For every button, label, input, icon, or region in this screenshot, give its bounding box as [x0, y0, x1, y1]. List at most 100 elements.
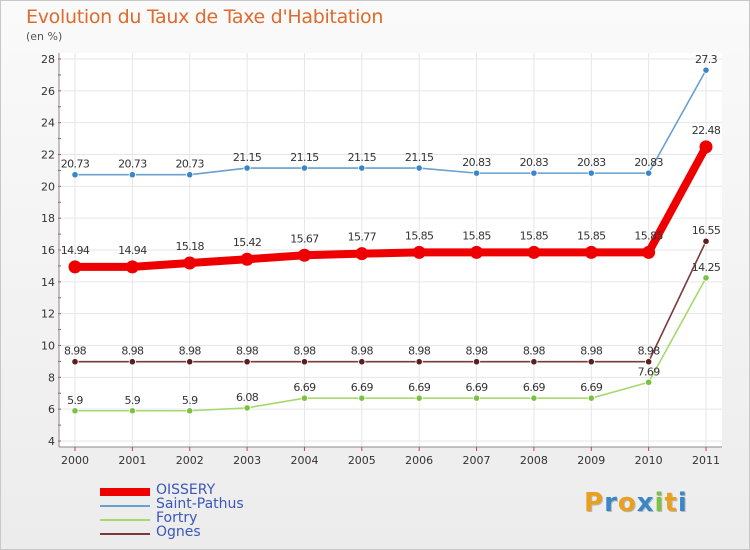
data-label-saint-pathus: 21.15 — [233, 151, 262, 164]
data-label-oissery: 15.85 — [520, 229, 549, 242]
data-point-oissery — [470, 245, 484, 259]
data-label-ognes: 8.98 — [523, 345, 546, 358]
data-point-saint-pathus — [300, 164, 309, 172]
y-tick-label: 6 — [48, 403, 55, 416]
logo-letter: i — [677, 488, 688, 518]
data-point-oissery — [240, 252, 254, 266]
x-tick-label: 2005 — [348, 454, 376, 467]
data-label-oissery: 22.48 — [692, 124, 721, 137]
data-point-fortry — [300, 394, 309, 402]
data-label-saint-pathus: 27.3 — [695, 53, 718, 66]
y-tick-label: 28 — [41, 53, 55, 66]
y-tick-label: 24 — [41, 117, 55, 130]
data-label-saint-pathus: 20.73 — [61, 158, 90, 171]
data-label-oissery: 15.85 — [634, 229, 663, 242]
data-label-ognes: 8.98 — [293, 345, 316, 358]
data-point-ognes — [186, 358, 194, 366]
legend-label: Ognes — [156, 524, 201, 540]
x-tick-label: 2007 — [463, 454, 491, 467]
data-label-oissery: 14.94 — [118, 244, 147, 257]
data-point-fortry — [587, 394, 595, 402]
data-label-fortry: 6.69 — [293, 381, 316, 394]
y-tick-label: 16 — [41, 244, 55, 257]
data-point-oissery — [355, 247, 369, 261]
data-point-fortry — [472, 394, 481, 402]
y-tick-label: 10 — [41, 340, 55, 353]
data-point-ognes — [358, 358, 366, 366]
data-point-oissery — [297, 248, 311, 262]
data-label-saint-pathus: 20.83 — [462, 156, 491, 169]
data-point-fortry — [530, 394, 538, 402]
data-point-oissery — [412, 245, 426, 259]
data-label-fortry: 6.08 — [236, 391, 259, 404]
data-label-oissery: 14.94 — [61, 244, 90, 257]
data-label-fortry: 6.69 — [523, 381, 546, 394]
data-point-saint-pathus — [702, 66, 710, 74]
data-label-ognes: 8.98 — [408, 345, 431, 358]
x-tick-label: 2002 — [176, 454, 204, 467]
data-label-saint-pathus: 20.83 — [577, 156, 606, 169]
data-point-oissery — [527, 245, 541, 259]
data-point-ognes — [300, 358, 309, 366]
data-point-fortry — [243, 404, 251, 412]
data-label-fortry: 5.9 — [182, 394, 198, 407]
data-point-oissery — [584, 245, 598, 259]
logo-letter: r — [604, 488, 618, 518]
legend-swatch — [100, 533, 150, 535]
data-point-fortry — [71, 407, 79, 415]
data-point-fortry — [186, 407, 194, 415]
data-label-oissery: 15.42 — [233, 236, 262, 249]
data-point-ognes — [128, 358, 136, 366]
data-point-saint-pathus — [472, 169, 481, 177]
data-point-oissery — [699, 140, 713, 154]
legend-swatch — [100, 488, 150, 496]
x-tick-label: 2011 — [692, 454, 720, 467]
data-label-ognes: 8.98 — [121, 345, 144, 358]
logo-letter: t — [664, 488, 678, 518]
data-point-oissery — [68, 260, 82, 274]
data-label-oissery: 15.18 — [175, 240, 204, 253]
data-point-saint-pathus — [415, 164, 423, 172]
data-point-saint-pathus — [530, 169, 538, 177]
data-point-fortry — [702, 274, 710, 282]
data-label-ognes: 8.98 — [465, 345, 488, 358]
legend-swatch — [100, 519, 150, 521]
x-tick-label: 2009 — [577, 454, 605, 467]
data-point-saint-pathus — [243, 164, 251, 172]
x-tick-label: 2006 — [405, 454, 433, 467]
logo-letter: P — [584, 488, 605, 518]
data-point-ognes — [243, 358, 251, 366]
data-label-fortry: 7.69 — [638, 365, 661, 378]
logo-letter: i — [654, 488, 665, 518]
data-label-saint-pathus: 21.15 — [405, 151, 434, 164]
y-tick-label: 14 — [41, 276, 55, 289]
data-label-saint-pathus: 20.73 — [175, 158, 204, 171]
logo-letter: o — [617, 488, 637, 518]
data-label-fortry: 5.9 — [67, 394, 83, 407]
x-tick-label: 2000 — [61, 454, 89, 467]
data-point-saint-pathus — [358, 164, 366, 172]
data-point-ognes — [415, 358, 423, 366]
data-point-ognes — [71, 358, 79, 366]
logo-letter: x — [636, 488, 655, 518]
data-label-ognes: 8.98 — [351, 345, 374, 358]
y-tick-label: 26 — [41, 85, 55, 98]
data-label-fortry: 14.25 — [692, 261, 721, 274]
series-line-ognes — [74, 240, 707, 363]
x-tick-label: 2010 — [635, 454, 663, 467]
data-label-oissery: 15.85 — [577, 229, 606, 242]
legend-swatch — [100, 505, 150, 507]
data-point-oissery — [183, 256, 197, 270]
chart-unit-label: (en %) — [26, 30, 63, 43]
data-label-oissery: 15.85 — [462, 229, 491, 242]
data-label-ognes: 8.98 — [64, 345, 87, 358]
data-point-ognes — [587, 358, 595, 366]
data-label-fortry: 6.69 — [465, 381, 488, 394]
data-label-saint-pathus: 20.83 — [634, 156, 663, 169]
data-point-oissery — [125, 260, 139, 274]
legend-label: Fortry — [156, 510, 198, 526]
data-point-ognes — [645, 358, 653, 366]
chart-title: Evolution du Taux de Taxe d'Habitation — [26, 6, 384, 28]
legend-label: Saint-Pathus — [156, 496, 244, 512]
